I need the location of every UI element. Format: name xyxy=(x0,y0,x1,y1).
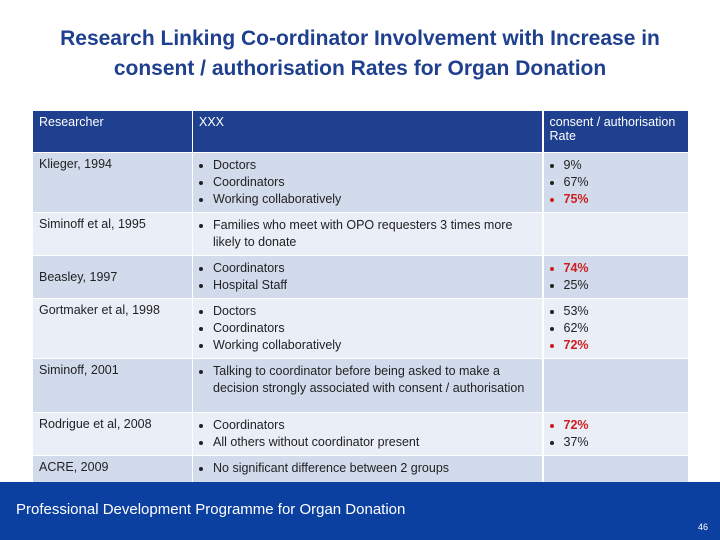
rate-value-highlighted: 72% xyxy=(564,417,683,434)
list-item: Doctors xyxy=(213,303,536,320)
rate-list: 53%62%72% xyxy=(550,303,683,354)
list-item: No significant difference between 2 grou… xyxy=(213,460,536,477)
list-item: Working collaboratively xyxy=(213,191,536,208)
rate-value: 25% xyxy=(564,277,683,294)
table-body: Klieger, 1994DoctorsCoordinatorsWorking … xyxy=(32,152,689,486)
rate-list: 74%25% xyxy=(550,260,683,294)
xxx-list: CoordinatorsHospital Staff xyxy=(199,260,536,294)
list-item: Coordinators xyxy=(213,320,536,337)
page-number: 46 xyxy=(697,522,708,532)
table-row: Rodrigue et al, 2008CoordinatorsAll othe… xyxy=(32,412,689,456)
rate-cell: 9%67%75% xyxy=(541,152,689,213)
researcher-cell: Klieger, 1994 xyxy=(32,152,193,213)
xxx-list: DoctorsCoordinatorsWorking collaborative… xyxy=(199,303,536,354)
xxx-list: DoctorsCoordinatorsWorking collaborative… xyxy=(199,157,536,208)
rate-value: 62% xyxy=(564,320,683,337)
researcher-cell: Gortmaker et al, 1998 xyxy=(32,298,193,359)
xxx-list: CoordinatorsAll others without coordinat… xyxy=(199,417,536,451)
research-table: Researcher XXX consent / authorisation R… xyxy=(32,110,689,486)
rate-value: 53% xyxy=(564,303,683,320)
rate-value-highlighted: 74% xyxy=(564,260,683,277)
table-row: Klieger, 1994DoctorsCoordinatorsWorking … xyxy=(32,152,689,213)
list-item: All others without coordinator present xyxy=(213,434,536,451)
table-row: ACRE, 2009 No significant difference betw… xyxy=(32,455,689,486)
rate-value: 67% xyxy=(564,174,683,191)
header-rate: consent / authorisation Rate xyxy=(541,110,689,153)
footer-bar: Professional Development Programme for O… xyxy=(0,482,720,540)
list-item: Coordinators xyxy=(213,417,536,434)
researcher-cell: Siminoff, 2001 xyxy=(32,358,193,413)
rate-cell xyxy=(541,455,689,486)
rate-cell xyxy=(541,358,689,413)
xxx-list: Talking to coordinator before being aske… xyxy=(199,363,536,397)
list-item: Working collaboratively xyxy=(213,337,536,354)
rate-value: 37% xyxy=(564,434,683,451)
rate-value-highlighted: 72% xyxy=(564,337,683,354)
researcher-cell: Beasley, 1997 xyxy=(32,255,193,299)
list-item: Talking to coordinator before being aske… xyxy=(213,363,536,397)
table-row: Siminoff et al, 1995 Families who meet wi… xyxy=(32,212,689,256)
xxx-list: Families who meet with OPO requesters 3 … xyxy=(199,217,536,251)
rate-list: 9%67%75% xyxy=(550,157,683,208)
rate-value: 9% xyxy=(564,157,683,174)
header-xxx: XXX xyxy=(192,110,543,153)
researcher-cell: Rodrigue et al, 2008 xyxy=(32,412,193,456)
rate-list: 72%37% xyxy=(550,417,683,451)
table-header-row: Researcher XXX consent / authorisation R… xyxy=(32,110,689,153)
xxx-cell: Talking to coordinator before being aske… xyxy=(192,358,543,413)
xxx-cell: No significant difference between 2 grou… xyxy=(192,455,543,486)
xxx-cell: CoordinatorsAll others without coordinat… xyxy=(192,412,543,456)
xxx-list: No significant difference between 2 grou… xyxy=(199,460,536,477)
rate-value-highlighted: 75% xyxy=(564,191,683,208)
footer-text: Professional Development Programme for O… xyxy=(16,501,406,518)
list-item: Coordinators xyxy=(213,260,536,277)
table-row: Beasley, 1997CoordinatorsHospital Staff7… xyxy=(32,255,689,299)
xxx-cell: Families who meet with OPO requesters 3 … xyxy=(192,212,543,256)
researcher-cell: ACRE, 2009 xyxy=(32,455,193,486)
list-item: Coordinators xyxy=(213,174,536,191)
researcher-cell: Siminoff et al, 1995 xyxy=(32,212,193,256)
xxx-cell: CoordinatorsHospital Staff xyxy=(192,255,543,299)
table-row: Gortmaker et al, 1998DoctorsCoordinators… xyxy=(32,298,689,359)
rate-cell: 72%37% xyxy=(541,412,689,456)
rate-cell: 53%62%72% xyxy=(541,298,689,359)
header-researcher: Researcher xyxy=(32,110,193,153)
xxx-cell: DoctorsCoordinatorsWorking collaborative… xyxy=(192,152,543,213)
list-item: Families who meet with OPO requesters 3 … xyxy=(213,217,536,251)
list-item: Doctors xyxy=(213,157,536,174)
slide-title: Research Linking Co-ordinator Involvemen… xyxy=(60,27,660,80)
rate-cell: 74%25% xyxy=(541,255,689,299)
list-item: Hospital Staff xyxy=(213,277,536,294)
rate-cell xyxy=(541,212,689,256)
table-row: Siminoff, 2001 Talking to coordinator bef… xyxy=(32,358,689,413)
xxx-cell: DoctorsCoordinatorsWorking collaborative… xyxy=(192,298,543,359)
